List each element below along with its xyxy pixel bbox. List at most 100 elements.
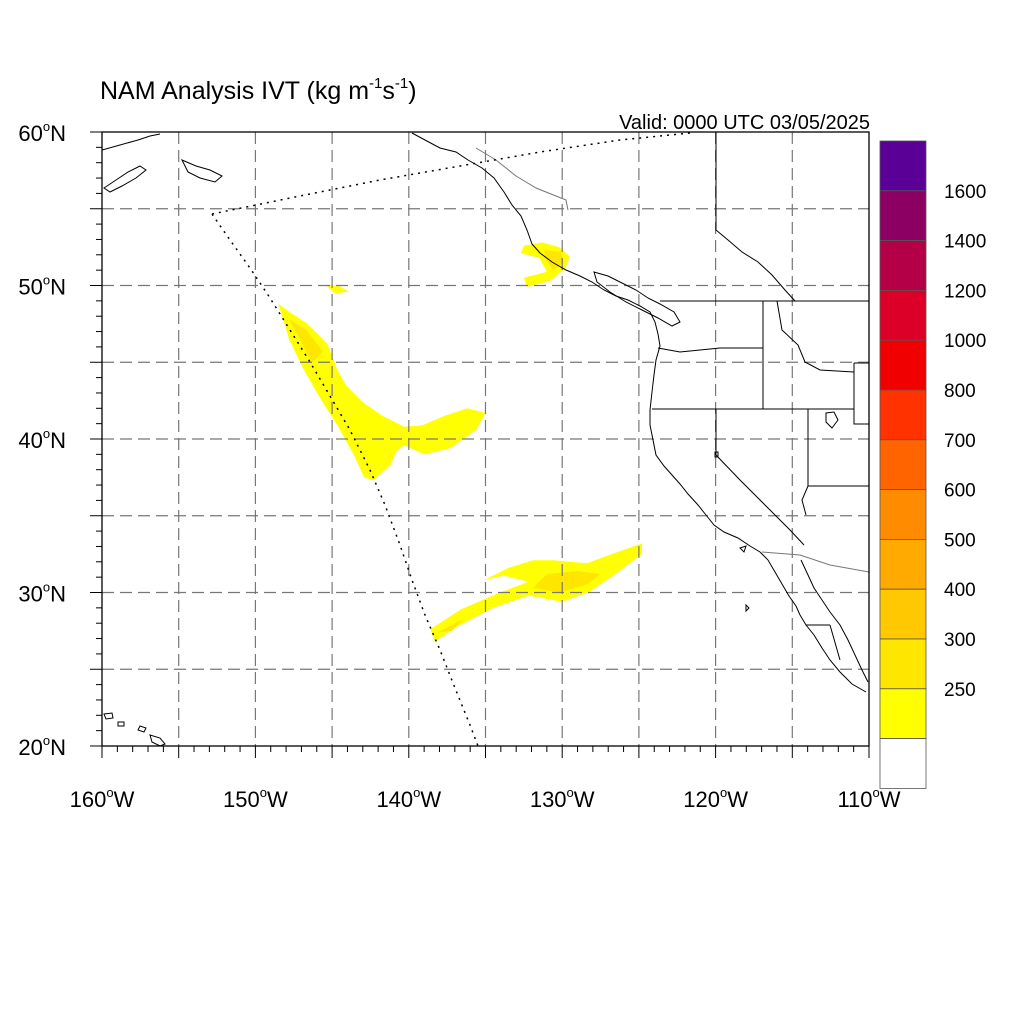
- colorbar-label: 1200: [944, 281, 986, 302]
- lat-label-suffix: N: [50, 121, 66, 146]
- colorbar-box: [879, 140, 927, 192]
- colorbar-box: [879, 539, 927, 590]
- title-sup-1: -1: [369, 75, 382, 92]
- kodiak-island: [103, 165, 147, 193]
- lon-label-suffix: W: [880, 787, 901, 812]
- hawaii-big-island: [149, 734, 166, 746]
- lon-label: 130oW: [530, 785, 595, 812]
- degree-symbol: o: [43, 119, 50, 134]
- lon-label-suffix: W: [727, 787, 748, 812]
- colorbar-label: 700: [944, 431, 976, 452]
- colorbar-box: [879, 240, 927, 291]
- degree-symbol: o: [106, 785, 113, 800]
- colorbar-box: [879, 588, 927, 640]
- lat-label-number: 60: [18, 121, 42, 146]
- ca-nv-border: [715, 409, 805, 546]
- lat-label-number: 20: [18, 735, 42, 760]
- colorbar-label: 300: [944, 630, 976, 651]
- canada-us-border-bc-ak: [475, 147, 569, 211]
- lat-label-number: 30: [18, 582, 42, 607]
- bc-alberta-border: [715, 132, 796, 302]
- map-area: [102, 132, 869, 746]
- colorbar-box: [879, 339, 927, 391]
- channel-islands: [739, 545, 750, 613]
- ivt-region-6: [533, 571, 601, 593]
- ivt-region-2: [326, 285, 349, 294]
- hawaii-oahu: [117, 721, 125, 727]
- title-main: NAM Analysis IVT (kg m: [100, 77, 369, 105]
- colorbar-label: 1400: [944, 232, 986, 253]
- lon-label: 120oW: [683, 785, 748, 812]
- degree-symbol: o: [43, 273, 50, 288]
- degree-symbol: o: [720, 785, 727, 800]
- great-salt-lake: [825, 411, 839, 429]
- lon-label-suffix: W: [574, 787, 595, 812]
- lat-label: 40oN: [18, 426, 66, 453]
- colorbar-box: [879, 489, 927, 540]
- baja-coastline: [799, 614, 867, 693]
- lat-label: 60oN: [18, 119, 66, 146]
- us-mexico-border: [761, 551, 869, 573]
- wy-border: [853, 362, 869, 425]
- political-boundaries: [475, 132, 869, 661]
- ivt-region-4: [289, 319, 323, 363]
- vancouver-island: [593, 271, 681, 327]
- lon-label-number: 140: [376, 787, 413, 812]
- colorbar-label: 600: [944, 481, 976, 502]
- id-mt-border: [776, 300, 855, 373]
- lon-label-number: 160: [70, 787, 107, 812]
- lon-label-suffix: W: [267, 787, 288, 812]
- colorbar-box: [879, 638, 927, 690]
- valid-time-label: Valid: 0000 UTC 03/05/2025: [619, 112, 870, 134]
- lat-label: 30oN: [18, 580, 66, 607]
- title-end: ): [408, 77, 416, 105]
- longitude-labels: 160oW 150oW 140oW 130oW 120oW 110oW: [70, 785, 901, 812]
- colorbar-label: 800: [944, 381, 976, 402]
- ivt-colorbar: 1600 1400 1200 1000 800 700 600 500 400 300 250: [879, 140, 986, 789]
- lon-label: 160oW: [70, 785, 135, 812]
- colorbar-box: [879, 289, 927, 341]
- colorbar-box: [879, 738, 927, 789]
- kenai-coast: [180, 159, 223, 183]
- lat-label-number: 40: [18, 428, 42, 453]
- ivt-region-7: [437, 618, 464, 633]
- lat-label: 50oN: [18, 273, 66, 300]
- lakes: [714, 411, 839, 458]
- lon-label-suffix: W: [114, 787, 135, 812]
- colorbar-box: [879, 688, 927, 739]
- nam-domain-boundary: [211, 132, 691, 746]
- degree-symbol: o: [43, 733, 50, 748]
- lon-label: 110oW: [837, 785, 900, 812]
- lake-tahoe: [714, 451, 719, 458]
- ivt-region-1: [543, 250, 564, 271]
- coastlines: [102, 132, 869, 746]
- mexico-state-borders: [806, 624, 841, 661]
- lon-label: 150oW: [223, 785, 288, 812]
- axis-ticks: [90, 131, 870, 758]
- colorbar-label: 1000: [944, 331, 986, 352]
- hawaii-kauai: [103, 712, 114, 720]
- lon-label: 140oW: [376, 785, 441, 812]
- lat-label-suffix: N: [50, 428, 66, 453]
- title-mid: s: [382, 77, 395, 105]
- lat-label: 20oN: [18, 733, 66, 760]
- map-title: NAM Analysis IVT (kg m-1s-1): [100, 75, 417, 105]
- lat-label-suffix: N: [50, 735, 66, 760]
- lat-label-suffix: N: [50, 582, 66, 607]
- degree-symbol: o: [567, 785, 574, 800]
- alaska-bc-coastline: [411, 132, 801, 616]
- lon-label-number: 130: [530, 787, 567, 812]
- hawaii-maui: [137, 725, 147, 733]
- degree-symbol: o: [873, 785, 880, 800]
- nv-az-border: [801, 409, 809, 516]
- degree-symbol: o: [43, 426, 50, 441]
- alaska-mainland-coast: [102, 133, 161, 151]
- lon-label-suffix: W: [420, 787, 441, 812]
- colorbar-label: 400: [944, 580, 976, 601]
- colorbar-box: [879, 389, 927, 441]
- colorbar-label: 250: [944, 680, 976, 701]
- degree-symbol: o: [413, 785, 420, 800]
- colorbar-box: [879, 190, 927, 242]
- ivt-shading: [278, 242, 642, 642]
